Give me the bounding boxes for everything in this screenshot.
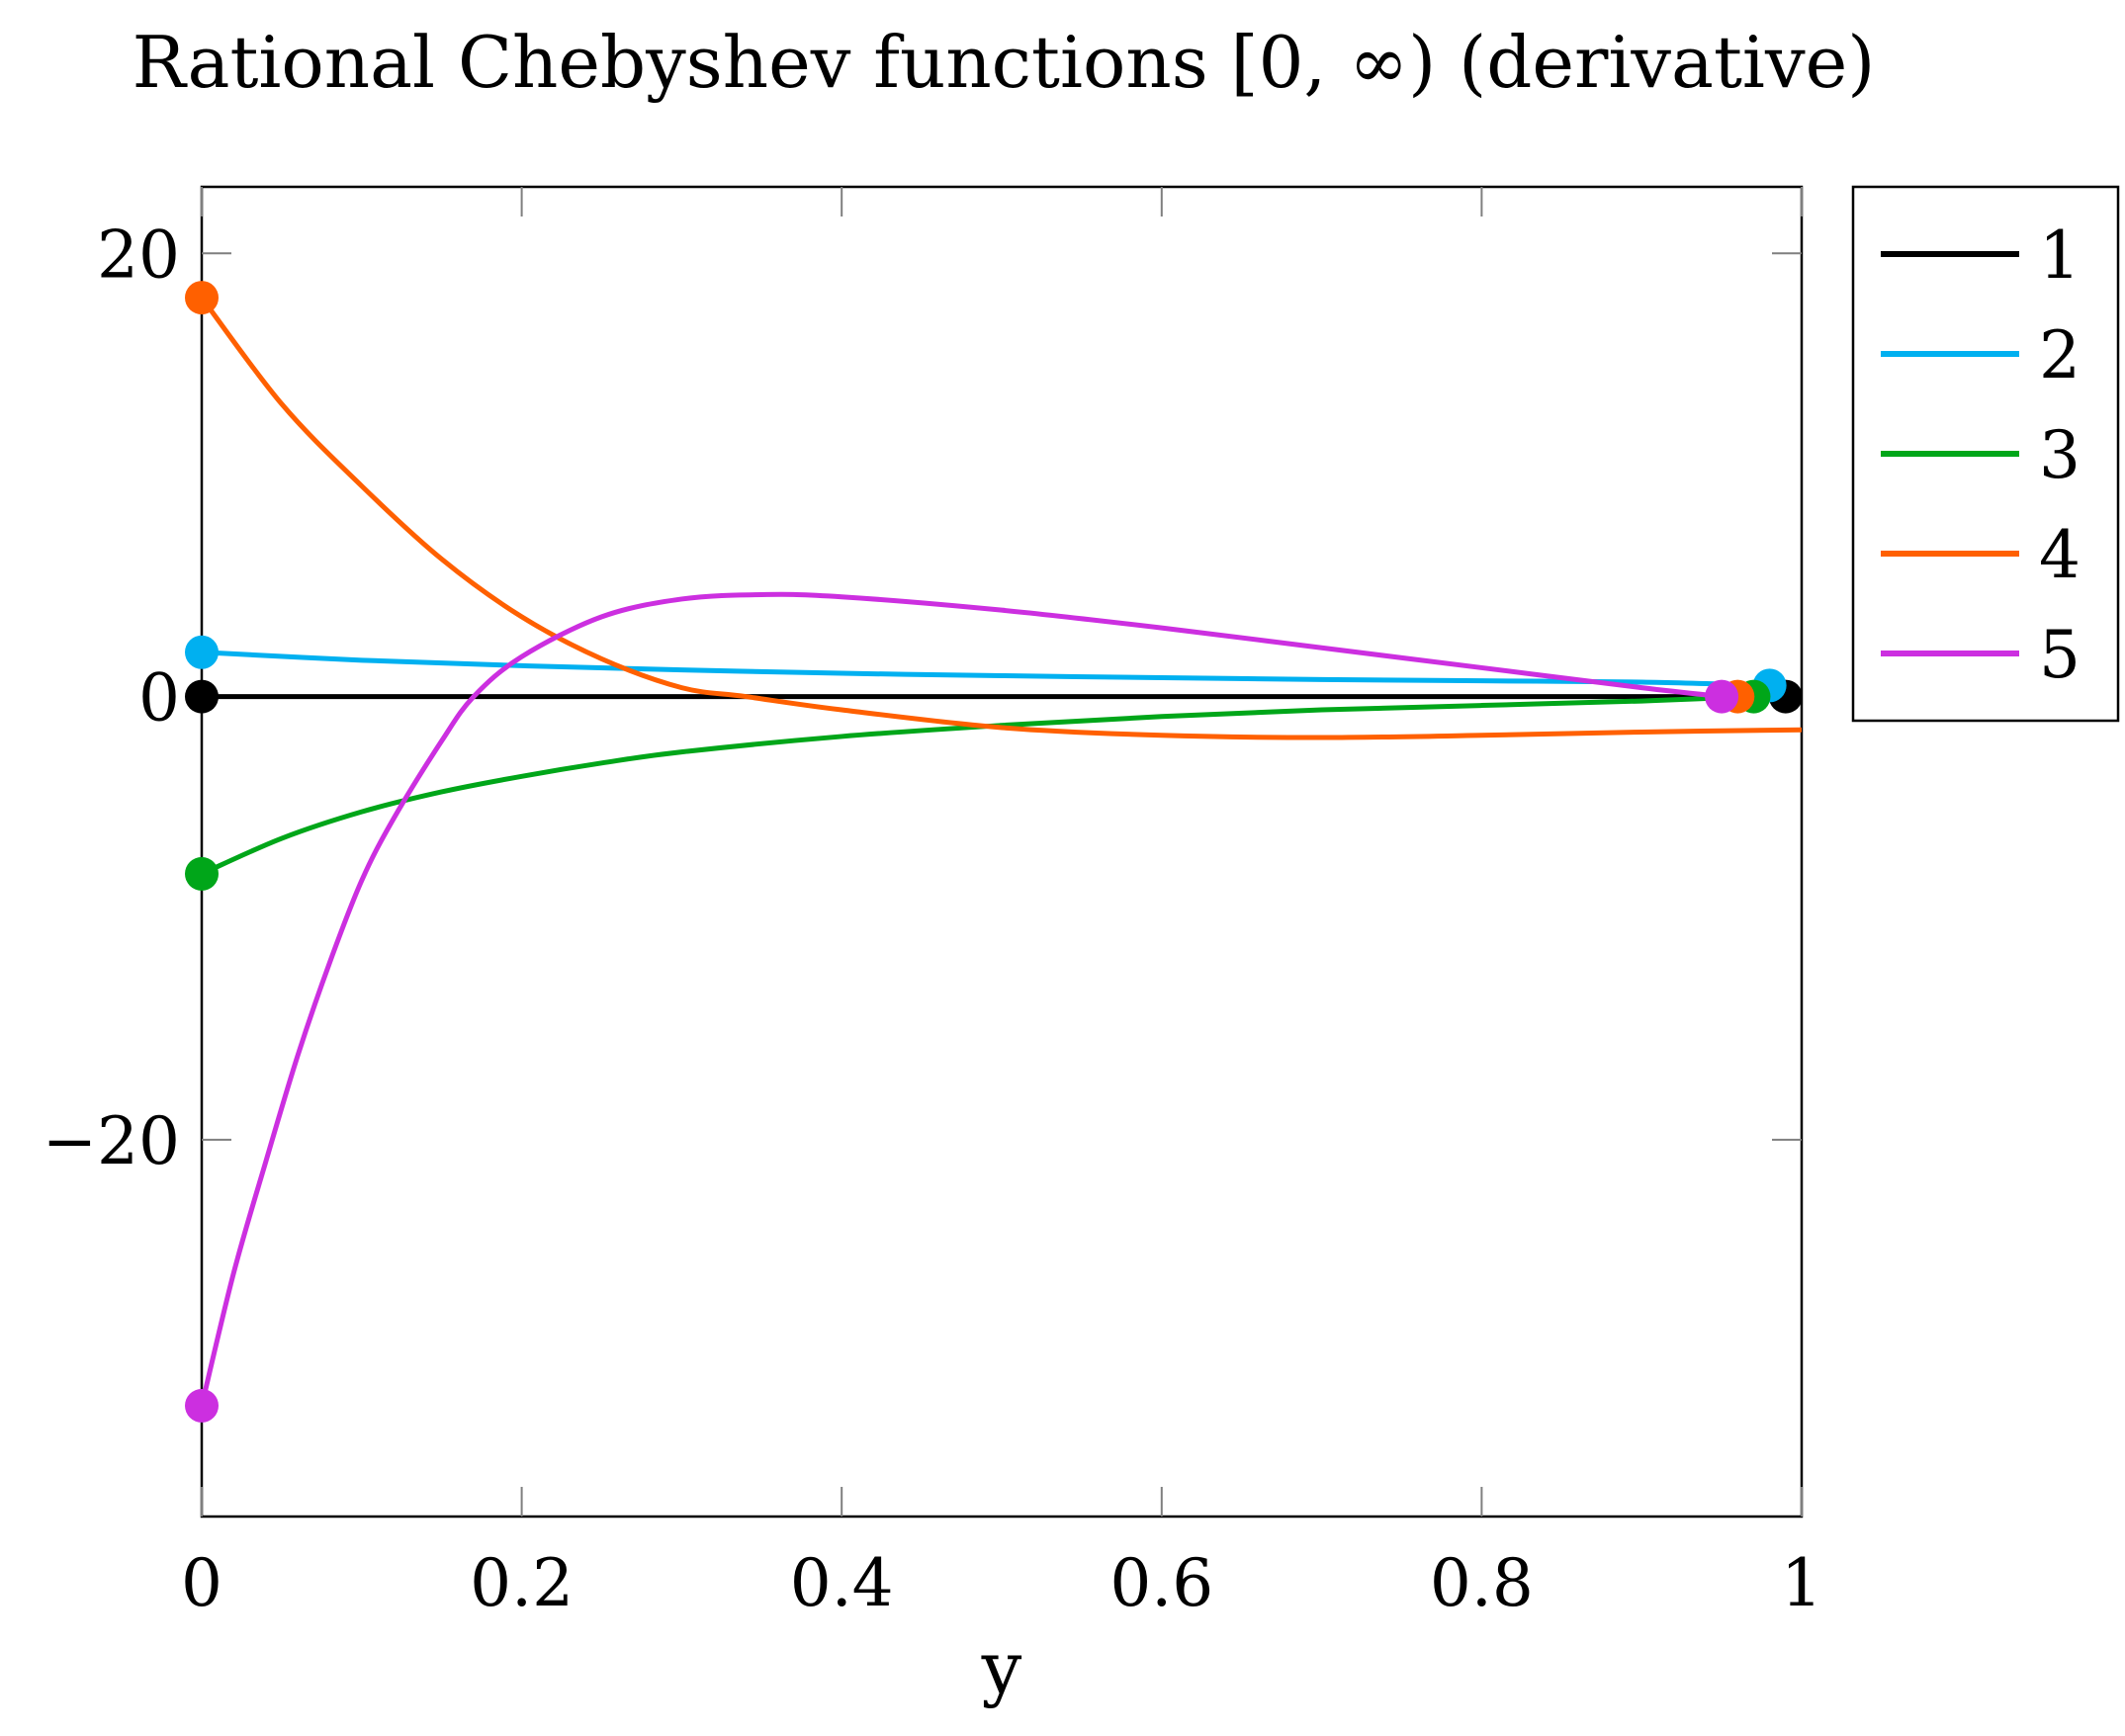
legend-entries: 1 2 3 4 5 xyxy=(1881,217,2081,693)
series-start-marker-4 xyxy=(185,281,219,315)
series-lines xyxy=(199,296,1803,1407)
x-tick-label: 0.6 xyxy=(1109,1545,1213,1621)
tick-marks xyxy=(201,187,1803,1517)
chart-title: Rational Chebyshev functions [0, ∞) (der… xyxy=(133,21,1876,104)
series-markers xyxy=(185,281,1803,1423)
legend-entry-5: 5 xyxy=(1881,617,2081,693)
series-end-marker-5 xyxy=(1705,679,1739,714)
legend-entry-2: 2 xyxy=(1881,317,2081,393)
x-axis-label: y xyxy=(981,1626,1022,1709)
series-line-3 xyxy=(200,694,1754,877)
series-start-marker-1 xyxy=(185,679,219,714)
series-start-marker-5 xyxy=(185,1388,219,1423)
series-start-marker-3 xyxy=(185,856,219,891)
legend-label: 5 xyxy=(2039,617,2081,693)
x-tick-label: 0.2 xyxy=(470,1545,574,1621)
series-line-5 xyxy=(199,591,1723,1407)
legend-label: 4 xyxy=(2039,517,2081,593)
x-tick-labels: 0 0.2 0.4 0.6 0.8 1 xyxy=(181,1545,1822,1621)
legend-label: 1 xyxy=(2039,217,2081,294)
legend-entry-4: 4 xyxy=(1881,517,2081,593)
plot-frame xyxy=(200,185,1804,1519)
y-tick-label: 20 xyxy=(97,217,180,293)
y-tick-label: 0 xyxy=(138,660,180,737)
x-tick-label: 0.8 xyxy=(1430,1545,1534,1621)
legend-entry-1: 1 xyxy=(1881,217,2081,294)
series-line-2 xyxy=(201,650,1770,688)
legend-label: 3 xyxy=(2039,417,2081,493)
x-tick-label: 0 xyxy=(181,1545,222,1621)
legend-entry-3: 3 xyxy=(1881,417,2081,493)
x-tick-label: 0.4 xyxy=(790,1545,894,1621)
legend: 1 2 3 4 5 xyxy=(1851,185,2120,723)
series-line-4 xyxy=(200,296,1803,740)
y-tick-label: −20 xyxy=(43,1103,180,1179)
x-tick-label: 1 xyxy=(1781,1545,1822,1621)
y-tick-labels: 20 0 −20 xyxy=(43,217,180,1179)
plot-area: 0 0.2 0.4 0.6 0.8 1 20 0 −20 xyxy=(43,185,1822,1621)
legend-label: 2 xyxy=(2039,317,2081,393)
series-start-marker-2 xyxy=(185,635,219,669)
